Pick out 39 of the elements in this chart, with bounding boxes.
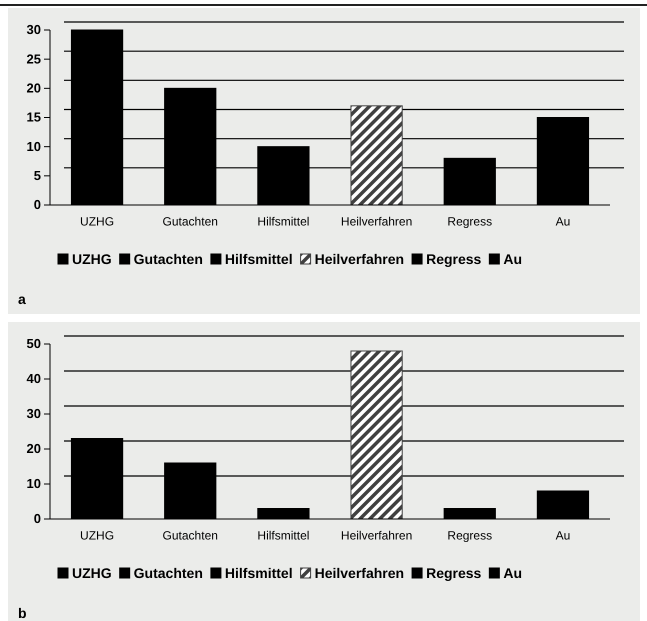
legend-label: Regress xyxy=(426,251,482,267)
y-tick-label: 0 xyxy=(34,197,41,212)
y-tick-label: 40 xyxy=(26,371,41,386)
legend-label: Gutachten xyxy=(134,565,203,581)
y-tick-label: 20 xyxy=(26,80,41,96)
legend-label: Au xyxy=(503,251,522,267)
text: b xyxy=(18,605,27,621)
y-tick-label: 25 xyxy=(26,51,41,66)
legend-label: Heilverfahren xyxy=(314,565,404,581)
legend-label: Hilfsmittel xyxy=(224,251,293,267)
legend-label: Regress xyxy=(426,565,482,581)
y-tick-label: 5 xyxy=(34,168,41,183)
x-tick-label: Gutachten xyxy=(162,214,218,229)
y-tick-label: 20 xyxy=(26,441,41,456)
y-tick-label: 15 xyxy=(26,110,41,125)
x-tick-label: UZHG xyxy=(80,214,114,229)
legend-label: Au xyxy=(503,565,522,581)
y-tick-label: 0 xyxy=(34,511,41,526)
y-tick-label: 50 xyxy=(26,336,41,352)
y-tick-label: 10 xyxy=(26,138,41,154)
x-tick-label: Gutachten xyxy=(162,528,218,543)
x-tick-label: Heilverfahren xyxy=(340,214,412,229)
text: a xyxy=(18,291,26,307)
x-tick-label: UZHG xyxy=(80,528,114,543)
y-tick-label: 30 xyxy=(26,22,41,38)
y-tick-label: 30 xyxy=(26,406,41,422)
legend-label: UZHG xyxy=(72,565,112,581)
y-tick-label: 10 xyxy=(26,476,41,492)
legend-label: Hilfsmittel xyxy=(224,565,293,581)
x-tick-label: Regress xyxy=(447,528,492,543)
x-tick-label: Au xyxy=(556,528,570,543)
x-tick-label: Hilfsmittel xyxy=(257,214,310,229)
x-tick-label: Hilfsmittel xyxy=(257,528,310,543)
legend-label: Heilverfahren xyxy=(314,251,404,267)
legend-label: Gutachten xyxy=(134,251,203,267)
x-tick-label: Heilverfahren xyxy=(340,528,412,543)
x-tick-label: Au xyxy=(556,214,570,229)
legend-label: UZHG xyxy=(72,251,112,267)
x-tick-label: Regress xyxy=(447,214,492,229)
